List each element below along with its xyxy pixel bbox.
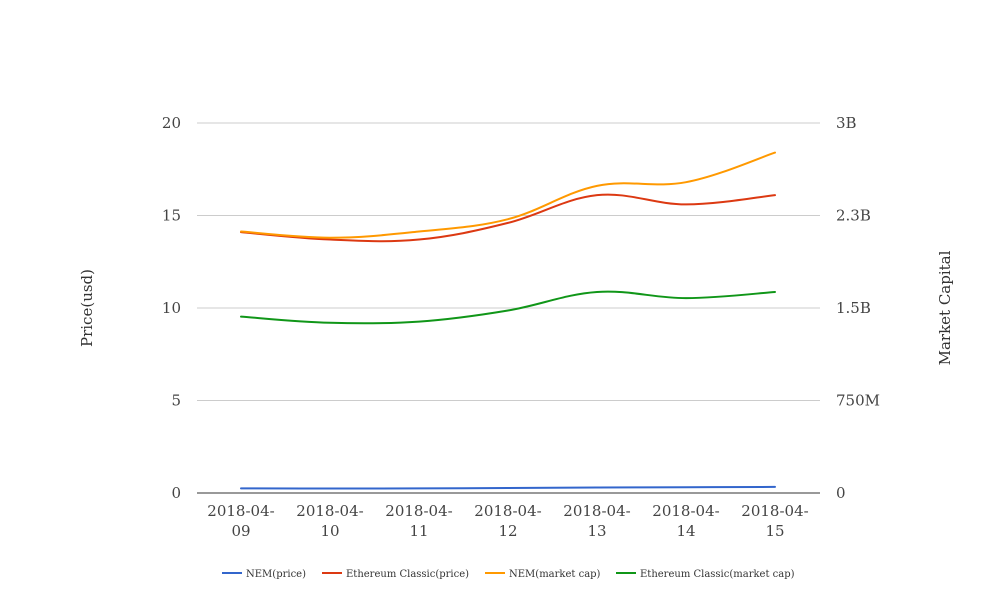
left-tick-label: 5 bbox=[171, 392, 181, 410]
legend-label: NEM(price) bbox=[246, 569, 306, 580]
right-axis-ticks: 0 750M 1.5B 2.3B 3B bbox=[836, 114, 880, 502]
x-tick-label: 2018-04-14 bbox=[652, 502, 719, 540]
left-tick-label: 0 bbox=[171, 484, 181, 502]
series-line-nem-market-cap bbox=[240, 151, 776, 239]
series-line-ethereum-classic-market-cap bbox=[240, 290, 776, 325]
gridlines bbox=[197, 122, 820, 401]
legend-label: Ethereum Classic(price) bbox=[346, 569, 469, 580]
legend-item: Ethereum Classic(price) bbox=[322, 569, 469, 580]
left-tick-label: 10 bbox=[162, 299, 181, 317]
left-axis-title: Price(usd) bbox=[78, 269, 96, 347]
series-lines bbox=[240, 151, 776, 490]
right-tick-label: 2.3B bbox=[836, 207, 871, 225]
x-tick-label: 2018-04-10 bbox=[296, 502, 363, 540]
legend-label: NEM(market cap) bbox=[509, 569, 601, 580]
legend-item: NEM(price) bbox=[222, 569, 306, 580]
x-tick-label: 2018-04-09 bbox=[207, 502, 274, 540]
right-tick-label: 0 bbox=[836, 484, 846, 502]
x-tick-label: 2018-04-11 bbox=[385, 502, 452, 540]
legend-item: NEM(market cap) bbox=[485, 569, 601, 580]
legend-label: Ethereum Classic(market cap) bbox=[640, 569, 795, 580]
legend: NEM(price) Ethereum Classic(price) NEM(mar… bbox=[222, 569, 795, 580]
left-tick-label: 20 bbox=[162, 114, 181, 132]
series-line-nem-price bbox=[240, 485, 776, 490]
right-tick-label: 3B bbox=[836, 114, 857, 132]
x-axis-ticks: 2018-04-09 2018-04-10 2018-04-11 2018-04-12… bbox=[207, 502, 808, 540]
left-tick-label: 15 bbox=[162, 207, 181, 225]
right-tick-label: 1.5B bbox=[836, 299, 871, 317]
right-axis-title: Market Capital bbox=[936, 250, 954, 365]
x-tick-label: 2018-04-15 bbox=[741, 502, 808, 540]
legend-item: Ethereum Classic(market cap) bbox=[616, 569, 795, 580]
series-line-ethereum-classic-price bbox=[240, 193, 776, 243]
right-tick-label: 750M bbox=[836, 392, 880, 410]
left-axis-ticks: 0 5 10 15 20 bbox=[162, 114, 181, 502]
x-tick-label: 2018-04-12 bbox=[474, 502, 541, 540]
x-tick-label: 2018-04-13 bbox=[563, 502, 630, 540]
